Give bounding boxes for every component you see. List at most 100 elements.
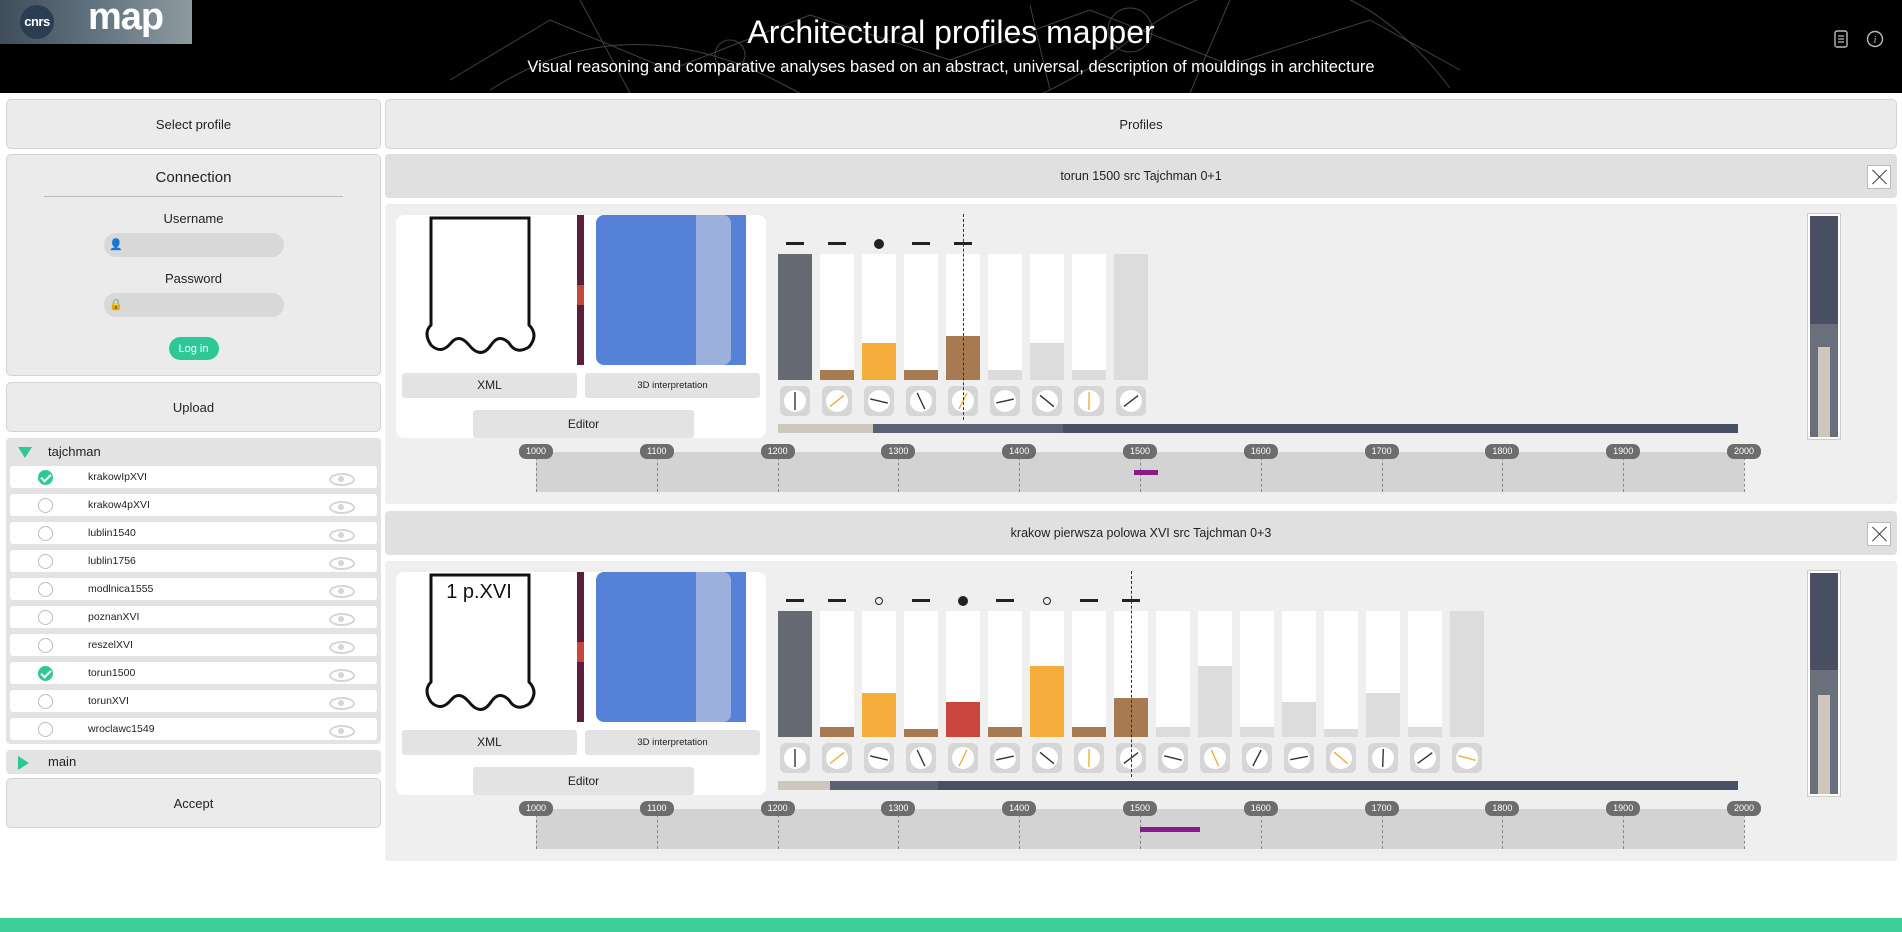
profile-drawing[interactable] [421, 215, 541, 365]
eye-icon[interactable] [329, 585, 355, 598]
orientation-dial[interactable] [822, 386, 852, 416]
eye-icon[interactable] [329, 641, 355, 654]
profile-bar[interactable] [778, 254, 812, 380]
list-item[interactable]: lublin1756 [10, 550, 377, 572]
close-icon[interactable] [1867, 165, 1891, 189]
timeline-period-marker[interactable] [1140, 827, 1201, 832]
orientation-dial[interactable] [864, 386, 894, 416]
profile-bar[interactable] [988, 727, 1022, 737]
list-item[interactable]: lublin1540 [10, 522, 377, 544]
xml-button[interactable]: XML [402, 373, 577, 398]
orientation-dial[interactable] [948, 743, 978, 773]
profile-bar[interactable] [904, 370, 938, 380]
cnrs-map-logo[interactable]: cnrs map [0, 0, 192, 44]
profile-depth-bar[interactable] [1807, 570, 1841, 797]
profile-bar[interactable] [1114, 254, 1148, 380]
profile-checkbox[interactable] [38, 582, 53, 597]
password-input[interactable] [103, 293, 284, 317]
orientation-dial[interactable] [1242, 743, 1272, 773]
orientation-dial[interactable] [990, 386, 1020, 416]
profile-bar[interactable] [778, 611, 812, 737]
orientation-dial[interactable] [990, 743, 1020, 773]
profile-bar[interactable] [820, 727, 854, 737]
eye-icon[interactable] [329, 669, 355, 682]
list-item[interactable]: krakow4pXVI [10, 494, 377, 516]
profile-bar[interactable] [1240, 727, 1274, 737]
editor-button[interactable]: Editor [473, 410, 694, 438]
eye-icon[interactable] [329, 697, 355, 710]
expanded-triangle-icon[interactable] [18, 447, 32, 458]
profile-checkbox[interactable] [38, 694, 53, 709]
profile-checkbox[interactable] [38, 498, 53, 513]
document-icon[interactable] [1832, 30, 1850, 50]
orientation-dial[interactable] [780, 743, 810, 773]
eye-icon[interactable] [329, 557, 355, 570]
profile-bar[interactable] [946, 702, 980, 737]
orientation-dial[interactable] [1326, 743, 1356, 773]
tree-group-tajchman[interactable]: tajchman [6, 441, 381, 463]
collapsed-triangle-icon[interactable] [18, 756, 29, 770]
profile-bar[interactable] [1072, 727, 1106, 737]
profile-bar[interactable] [988, 370, 1022, 380]
profile-checkbox[interactable] [38, 554, 53, 569]
profile-checkbox[interactable] [38, 638, 53, 653]
orientation-dial[interactable] [1116, 386, 1146, 416]
orientation-dial[interactable] [1158, 743, 1188, 773]
profile-bar[interactable] [1366, 693, 1400, 737]
orientation-dial[interactable] [1032, 743, 1062, 773]
orientation-dial[interactable] [864, 743, 894, 773]
tree-group-main[interactable]: main [6, 750, 381, 774]
3d-interpretation-button[interactable]: 3D interpretation [585, 373, 760, 398]
profile-checkbox[interactable] [38, 610, 53, 625]
eye-icon[interactable] [329, 529, 355, 542]
list-item[interactable]: reszelXVI [10, 634, 377, 656]
orientation-dial[interactable] [1410, 743, 1440, 773]
profile-checkbox[interactable] [38, 666, 53, 681]
profile-drawing[interactable]: 1 p.XVI [421, 572, 541, 722]
orientation-dial[interactable] [906, 743, 936, 773]
profile-checkbox[interactable] [38, 526, 53, 541]
profile-bar[interactable] [1408, 727, 1442, 737]
list-item[interactable]: torun1500 [10, 662, 377, 684]
profile-checkbox[interactable] [38, 722, 53, 737]
list-item[interactable]: krakowIpXVI [10, 466, 377, 488]
profile-bar[interactable] [1198, 666, 1232, 737]
orientation-dial[interactable] [780, 386, 810, 416]
upload-button[interactable]: Upload [6, 382, 381, 432]
eye-icon[interactable] [329, 725, 355, 738]
profile-bar[interactable] [1450, 611, 1484, 737]
orientation-dial[interactable] [822, 743, 852, 773]
profile-bar[interactable] [820, 370, 854, 380]
profile-bar[interactable] [862, 693, 896, 737]
profile-depth-bar[interactable] [1807, 213, 1841, 440]
info-icon[interactable]: i [1866, 30, 1884, 50]
timeline-period-marker[interactable] [1133, 470, 1158, 475]
profile-bar[interactable] [904, 729, 938, 737]
eye-icon[interactable] [329, 613, 355, 626]
list-item[interactable]: torunXVI [10, 690, 377, 712]
username-input[interactable] [103, 233, 284, 257]
profile-bar[interactable] [1030, 666, 1064, 737]
profile-bar[interactable] [1282, 702, 1316, 737]
eye-icon[interactable] [329, 501, 355, 514]
profile-bar[interactable] [862, 343, 896, 380]
orientation-dial[interactable] [1200, 743, 1230, 773]
xml-button[interactable]: XML [402, 730, 577, 755]
profile-bar[interactable] [1324, 729, 1358, 737]
3d-interpretation-button[interactable]: 3D interpretation [585, 730, 760, 755]
close-icon[interactable] [1867, 522, 1891, 546]
orientation-dial[interactable] [1074, 743, 1104, 773]
eye-icon[interactable] [329, 473, 355, 486]
list-item[interactable]: wroclawc1549 [10, 718, 377, 740]
list-item[interactable]: modlnica1555 [10, 578, 377, 600]
orientation-dial[interactable] [1032, 386, 1062, 416]
profile-bar[interactable] [1072, 370, 1106, 380]
list-item[interactable]: poznanXVI [10, 606, 377, 628]
editor-button[interactable]: Editor [473, 767, 694, 795]
orientation-dial[interactable] [1284, 743, 1314, 773]
orientation-dial[interactable] [906, 386, 936, 416]
login-button[interactable]: Log in [168, 337, 219, 360]
orientation-dial[interactable] [1074, 386, 1104, 416]
orientation-dial[interactable] [1452, 743, 1482, 773]
accept-button[interactable]: Accept [6, 778, 381, 828]
